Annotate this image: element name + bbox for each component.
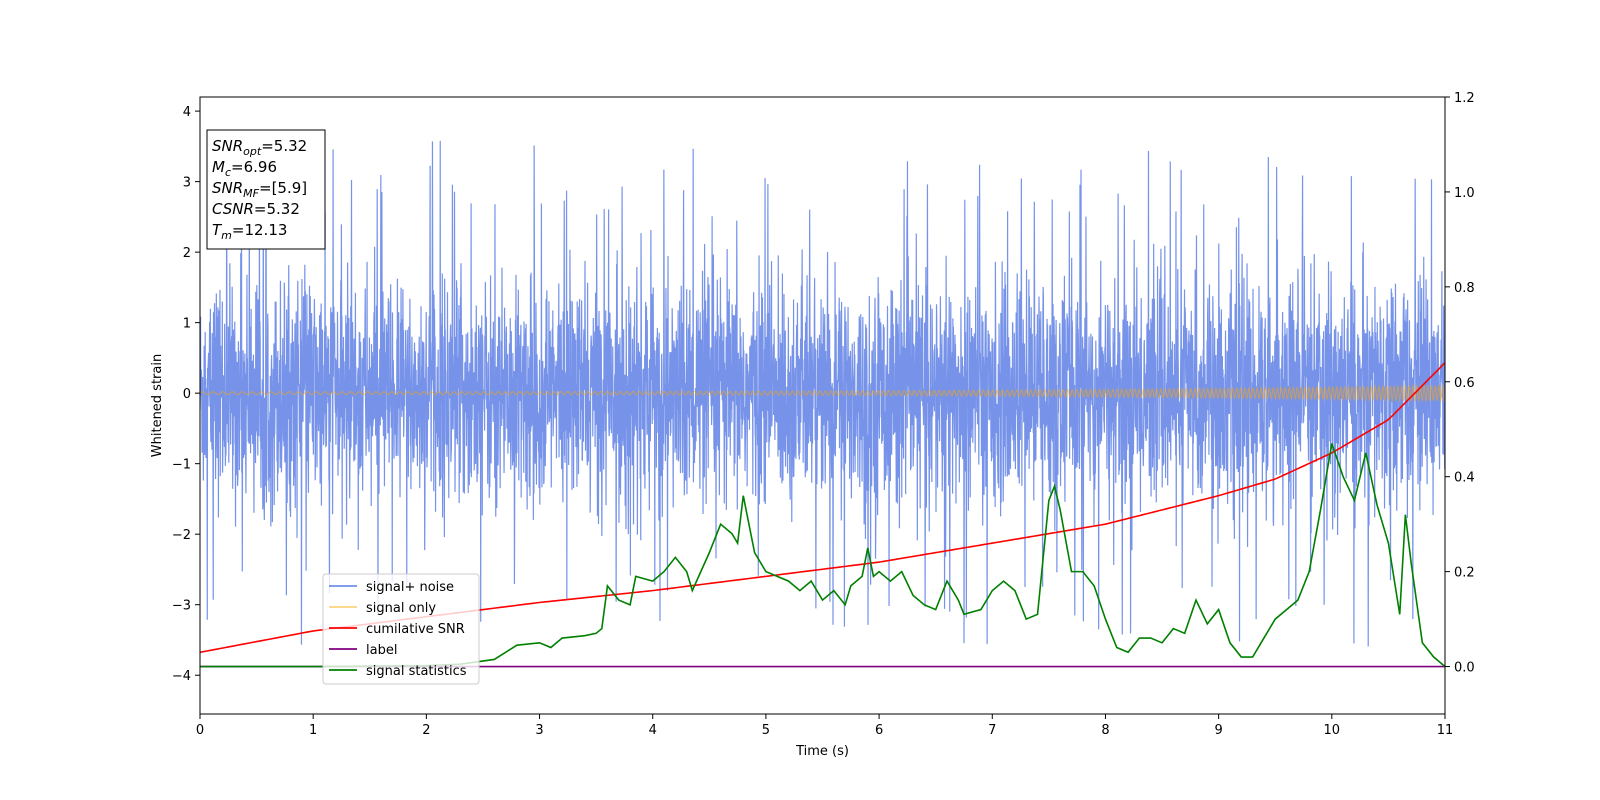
x-tick-label: 0 [196,723,204,738]
plot-frame [199,96,1446,715]
legend-label-signal-statistics: signal statistics [366,664,467,679]
x-tick-label: 7 [988,723,996,738]
series-signal-statistics-line [200,443,1445,668]
annotation-box [206,129,326,250]
y-left-tick-label: 4 [183,105,191,120]
y-left-tick-label: −2 [172,528,191,543]
y-right-tick-label: 1.0 [1454,186,1475,201]
y-right-tick-label: 0.4 [1454,471,1475,486]
x-tick-label: 6 [875,723,883,738]
annotation-snr-mf: SNRMF=[5.9] [212,179,307,200]
annotation-mc: Mc=6.96 [212,158,277,179]
y-left-tick-label: 3 [183,176,191,191]
series-signal-noise-line [200,140,1445,647]
y-left-tick-label: 2 [183,246,191,261]
y-right-tick-label: 1.2 [1454,91,1475,106]
annotation-snr-opt: SNRopt=5.32 [212,137,307,158]
x-tick-label: 5 [762,723,770,738]
annotation-tm: Tm=12.13 [212,221,287,242]
series-signal-only-line [200,383,1445,404]
y-axis-title: Whitened strain [150,354,165,457]
axes-layer: 0 1 2 3 4 5 6 7 8 9 10 11 −4 −3 −2 −1 0 1 2 3 4 0.0 0.2 0.4 0.6 0… [150,91,1475,759]
y-right-tick-label: 0.2 [1454,566,1475,581]
legend-box [322,573,480,685]
x-axis-title: Time (s) [795,744,849,759]
y-right-tick-label: 0.0 [1454,661,1475,676]
x-tick-label: 8 [1101,723,1109,738]
annotation-csnr: CSNR=5.32 [212,200,300,218]
y-left-tick-label: −4 [172,669,191,684]
legend-label-signal-only: signal only [366,601,436,616]
y-right-tick-label: 0.6 [1454,376,1475,391]
x-tick-label: 4 [649,723,657,738]
x-tick-label: 1 [309,723,317,738]
legend-label-cumilative-snr: cumilative SNR [366,622,465,637]
y-left-tick-label: −1 [172,458,191,473]
x-tick-label: 10 [1324,723,1341,738]
legend-layer: signal+ noise signal only cumilative SNR la… [322,573,480,685]
x-tick-label: 11 [1437,723,1454,738]
y-left-tick-label: 0 [183,387,191,402]
x-tick-label: 9 [1214,723,1222,738]
y-right-tick-label: 0.8 [1454,281,1475,296]
legend-label-signal-noise: signal+ noise [366,580,454,595]
y-left-tick-label: −3 [172,599,191,614]
y-left-tick-label: 1 [183,317,191,332]
x-tick-label: 2 [422,723,430,738]
legend-label-label: label [366,643,397,658]
x-tick-label: 3 [535,723,543,738]
